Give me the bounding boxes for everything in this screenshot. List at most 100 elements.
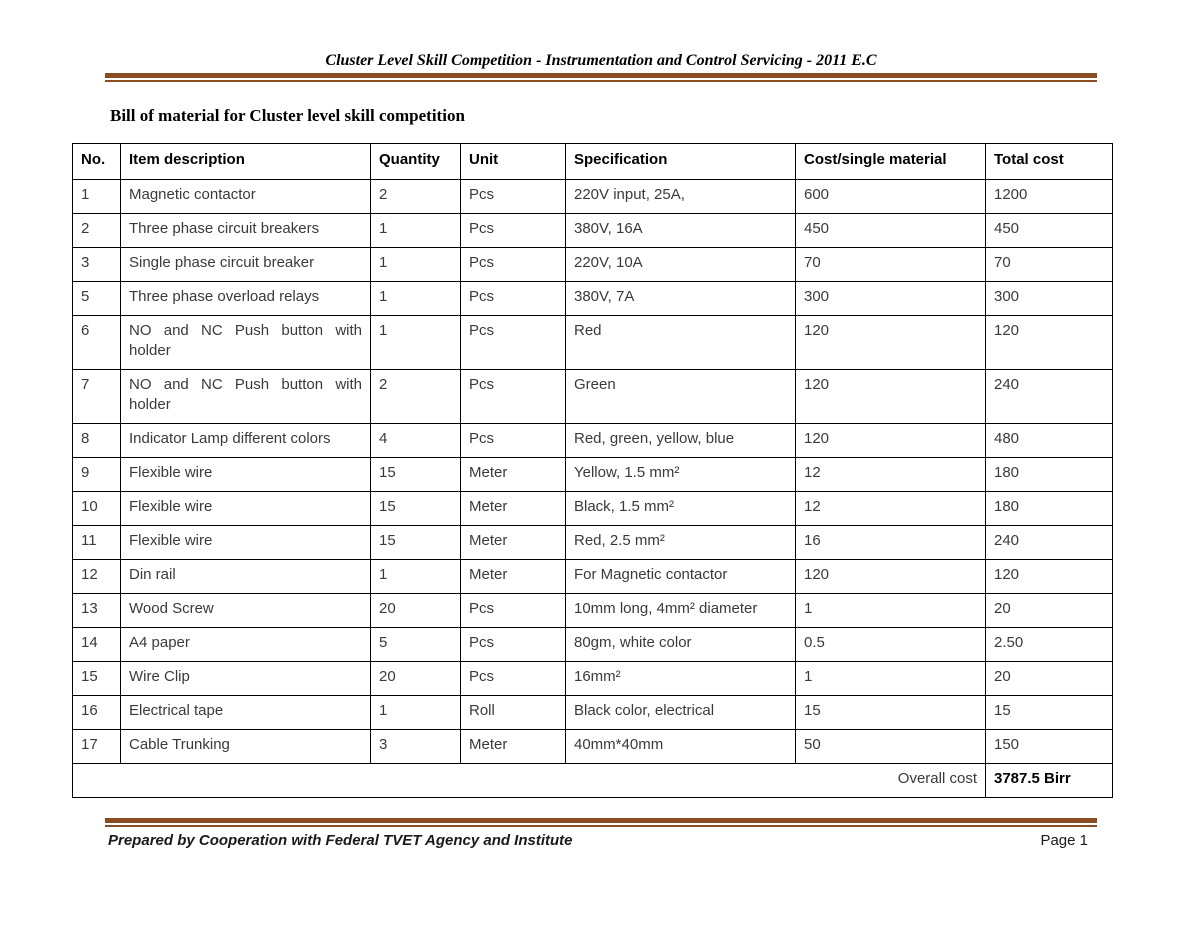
- table-cell: 9: [72, 457, 121, 492]
- table-cell: 80gm, white color: [565, 627, 796, 662]
- table-cell: 20: [370, 593, 461, 628]
- table-cell: 1: [370, 559, 461, 594]
- table-cell: NO and NC Push button with holder: [120, 315, 371, 370]
- table-cell: Pcs: [460, 661, 566, 696]
- table-row: 9 Flexible wire 15 Meter Yellow, 1.5 mm² 12 18…: [72, 457, 1113, 492]
- table-cell: NO and NC Push button with holder: [120, 369, 371, 424]
- table-cell: 120: [985, 315, 1113, 370]
- footer-prepared-by: Prepared by Cooperation with Federal TVE…: [108, 832, 573, 849]
- table-cell: 180: [985, 457, 1113, 492]
- column-header: Cost/single material: [795, 143, 986, 180]
- table-cell: 70: [985, 247, 1113, 282]
- overall-cost-label: Overall cost: [72, 763, 986, 798]
- table-body: 1 Magnetic contactor 2 Pcs 220V input, 25A, 6…: [72, 179, 1113, 764]
- table-cell: 12: [72, 559, 121, 594]
- table-cell: 480: [985, 423, 1113, 458]
- table-cell: 450: [795, 213, 986, 248]
- table-cell: Meter: [460, 457, 566, 492]
- table-cell: 11: [72, 525, 121, 560]
- table-cell: Din rail: [120, 559, 371, 594]
- table-cell: 15: [370, 525, 461, 560]
- table-cell: 120: [795, 559, 986, 594]
- table-cell: 20: [985, 661, 1113, 696]
- table-row: 7 NO and NC Push button with holder 2 Pcs Gr…: [72, 369, 1113, 424]
- header-rule: [105, 73, 1097, 82]
- table-row: 6 NO and NC Push button with holder 1 Pcs Re…: [72, 315, 1113, 370]
- table-cell: 10: [72, 491, 121, 526]
- table-cell: 1: [370, 695, 461, 730]
- table-header-row: No. Item description Quantity Unit Specifica…: [72, 143, 1113, 180]
- table-cell: Meter: [460, 525, 566, 560]
- table-row: 3 Single phase circuit breaker 1 Pcs 220V, 1…: [72, 247, 1113, 282]
- table-cell: Flexible wire: [120, 491, 371, 526]
- table-cell: Red, green, yellow, blue: [565, 423, 796, 458]
- table-cell: 70: [795, 247, 986, 282]
- table-row: 8 Indicator Lamp different colors 4 Pcs Red,…: [72, 423, 1113, 458]
- table-cell: 5: [72, 281, 121, 316]
- column-header: Item description: [120, 143, 371, 180]
- table-cell: 2: [370, 179, 461, 214]
- table-row: 1 Magnetic contactor 2 Pcs 220V input, 25A, 6…: [72, 179, 1113, 214]
- table-row: 15 Wire Clip 20 Pcs 16mm² 1 20: [72, 661, 1113, 696]
- table-row: 5 Three phase overload relays 1 Pcs 380V, 7A…: [72, 281, 1113, 316]
- table-cell: 2: [370, 369, 461, 424]
- table-cell: 120: [985, 559, 1113, 594]
- table-row: 16 Electrical tape 1 Roll Black color, elect…: [72, 695, 1113, 730]
- table-cell: 1: [370, 213, 461, 248]
- column-header: Quantity: [370, 143, 461, 180]
- table-cell: 7: [72, 369, 121, 424]
- footer-page-number: Page 1: [1040, 832, 1088, 849]
- table-cell: Wood Screw: [120, 593, 371, 628]
- table-cell: 17: [72, 729, 121, 764]
- table-cell: 15: [795, 695, 986, 730]
- table-cell: 15: [985, 695, 1113, 730]
- table-cell: 1: [795, 593, 986, 628]
- bill-of-materials-table: No. Item description Quantity Unit Specifica…: [72, 143, 1113, 798]
- table-cell: 1: [370, 247, 461, 282]
- footer-rule: [105, 818, 1097, 827]
- table-cell: 240: [985, 369, 1113, 424]
- table-cell: Three phase overload relays: [120, 281, 371, 316]
- table-cell: 180: [985, 491, 1113, 526]
- table-cell: 16: [72, 695, 121, 730]
- table-cell: Flexible wire: [120, 457, 371, 492]
- table-cell: 150: [985, 729, 1113, 764]
- table-cell: Meter: [460, 559, 566, 594]
- table-cell: Red: [565, 315, 796, 370]
- table-cell: Red, 2.5 mm²: [565, 525, 796, 560]
- column-header: No.: [72, 143, 121, 180]
- table-row: 11 Flexible wire 15 Meter Red, 2.5 mm² 16 240: [72, 525, 1113, 560]
- table-cell: 16mm²: [565, 661, 796, 696]
- document-header-title: Cluster Level Skill Competition - Instru…: [325, 52, 877, 69]
- table-cell: 3: [72, 247, 121, 282]
- table-cell: Pcs: [460, 247, 566, 282]
- table-cell: 1: [370, 315, 461, 370]
- table-cell: Pcs: [460, 281, 566, 316]
- table-cell: Yellow, 1.5 mm²: [565, 457, 796, 492]
- column-header: Specification: [565, 143, 796, 180]
- table-cell: 10mm long, 4mm² diameter: [565, 593, 796, 628]
- table-cell: Green: [565, 369, 796, 424]
- table-cell: 20: [985, 593, 1113, 628]
- table-cell: 300: [985, 281, 1113, 316]
- table-cell: Single phase circuit breaker: [120, 247, 371, 282]
- table-cell: 5: [370, 627, 461, 662]
- table-row: 12 Din rail 1 Meter For Magnetic contactor 12…: [72, 559, 1113, 594]
- table-row: 14 A4 paper 5 Pcs 80gm, white color 0.5 2.50: [72, 627, 1113, 662]
- table-cell: 0.5: [795, 627, 986, 662]
- table-cell: 14: [72, 627, 121, 662]
- table-cell: 1: [72, 179, 121, 214]
- table-cell: 1: [370, 281, 461, 316]
- table-cell: 13: [72, 593, 121, 628]
- table-cell: 15: [72, 661, 121, 696]
- table-cell: 380V, 7A: [565, 281, 796, 316]
- table-cell: 3: [370, 729, 461, 764]
- overall-cost-row: Overall cost 3787.5 Birr: [72, 763, 1113, 798]
- table-cell: 600: [795, 179, 986, 214]
- table-cell: 300: [795, 281, 986, 316]
- table-cell: 16: [795, 525, 986, 560]
- page-title: Bill of material for Cluster level skill…: [110, 106, 465, 125]
- table-cell: Pcs: [460, 213, 566, 248]
- table-cell: For Magnetic contactor: [565, 559, 796, 594]
- table-cell: 15: [370, 491, 461, 526]
